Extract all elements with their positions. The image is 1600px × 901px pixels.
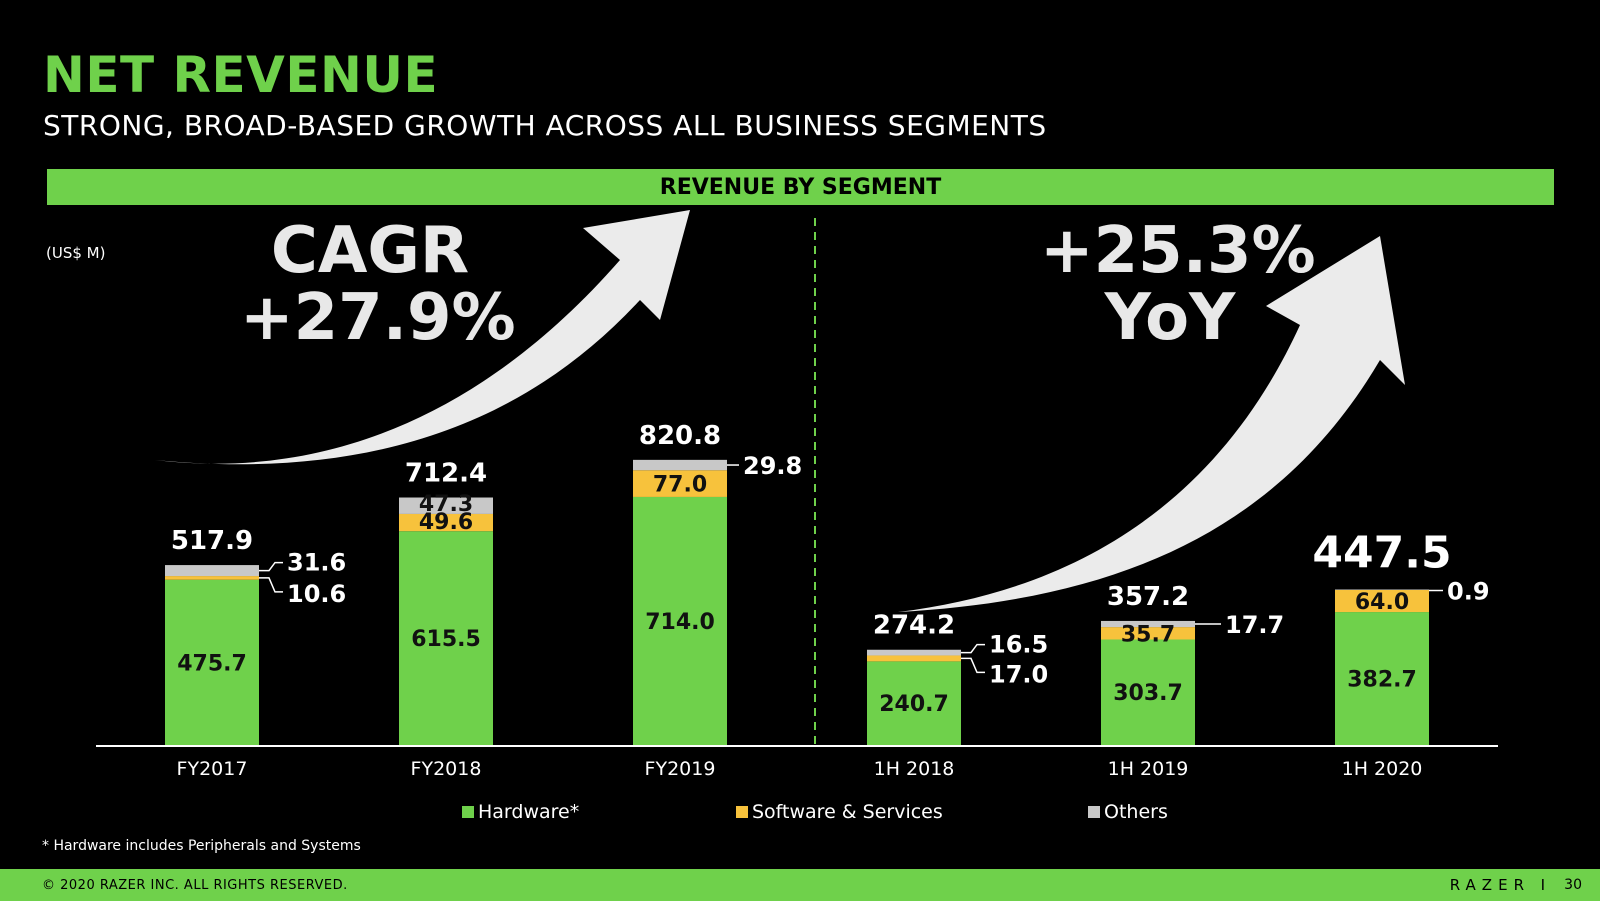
data-label-others: 47.3	[419, 492, 473, 517]
bar-software	[1335, 589, 1429, 613]
data-label-software: 10.6	[287, 580, 346, 608]
data-label-others: 29.8	[743, 452, 802, 480]
bar-hardware	[867, 661, 961, 745]
x-tick-label: 1H 2018	[874, 758, 955, 780]
x-tick-label: 1H 2020	[1342, 758, 1423, 780]
bar-software	[399, 513, 493, 532]
data-label-total: 447.5	[1312, 528, 1451, 579]
cagr-callout: CAGR +27.9%	[240, 214, 516, 356]
legend-swatch-others	[1088, 806, 1100, 818]
data-label-software: 17.0	[989, 660, 1048, 688]
bar-others	[867, 649, 961, 656]
yoy-callout: +25.3% YoY	[1040, 214, 1316, 356]
bar-hardware	[1101, 639, 1195, 745]
bar-others	[165, 565, 259, 577]
cagr-callout-line2: +27.9%	[240, 281, 516, 356]
data-label-others: 17.7	[1225, 611, 1284, 639]
data-label-total: 712.4	[405, 459, 487, 489]
growth-arrow-right	[898, 236, 1405, 612]
data-label-others: 16.5	[989, 631, 1048, 659]
legend-label-hardware: Hardware*	[478, 801, 580, 823]
data-label-hardware: 714.0	[645, 610, 715, 635]
cagr-callout-line1: CAGR	[270, 214, 470, 288]
data-label-software: 49.6	[419, 510, 473, 535]
x-tick-label: FY2019	[645, 758, 716, 780]
yoy-callout-line1: +25.3%	[1040, 214, 1316, 288]
leader-line-others	[259, 561, 283, 572]
data-label-software: 77.0	[653, 473, 707, 498]
leader-line-others	[961, 643, 985, 654]
data-label-hardware: 240.7	[879, 692, 949, 717]
bar-others	[1335, 589, 1429, 591]
data-label-total: 517.9	[171, 526, 253, 556]
bar-software	[165, 576, 259, 580]
data-label-hardware: 475.7	[177, 651, 247, 676]
bar-others	[1101, 620, 1195, 628]
yoy-callout-line2: YoY	[1104, 281, 1236, 356]
page-number: 30	[1564, 877, 1582, 893]
data-label-hardware: 615.5	[411, 627, 481, 652]
data-label-software: 35.7	[1121, 622, 1175, 647]
legend-item-hardware: Hardware*	[462, 801, 579, 823]
data-label-others: 31.6	[287, 549, 346, 577]
legend-item-software: Software & Services	[736, 801, 943, 823]
legend-item-others: Others	[1088, 801, 1168, 823]
bar-others	[399, 497, 493, 514]
bar-software	[1101, 627, 1195, 640]
copyright-text: © 2020 RAZER INC. ALL RIGHTS RESERVED.	[42, 878, 348, 893]
growth-arrow-left	[155, 210, 690, 465]
data-label-others: 0.9	[1447, 578, 1490, 606]
page-subtitle: STRONG, BROAD-BASED GROWTH ACROSS ALL BU…	[43, 109, 1047, 142]
footnote: * Hardware includes Peripherals and Syst…	[42, 838, 361, 854]
data-label-hardware: 303.7	[1113, 681, 1183, 706]
data-label-hardware: 382.7	[1347, 668, 1417, 693]
units-label: (US$ M)	[46, 244, 106, 262]
data-label-total: 357.2	[1107, 582, 1189, 612]
legend-swatch-hardware	[462, 806, 474, 818]
bar-others	[633, 459, 727, 471]
leader-line-software	[259, 577, 283, 593]
bar-hardware	[399, 531, 493, 745]
brand-logo: RAZER	[1449, 876, 1530, 894]
leader-line-software	[961, 657, 985, 674]
data-label-total: 274.2	[873, 611, 955, 641]
footer-separator: I	[1540, 876, 1545, 894]
x-tick-label: FY2017	[177, 758, 248, 780]
x-tick-label: FY2018	[411, 758, 482, 780]
data-label-software: 64.0	[1355, 590, 1409, 615]
bar-hardware	[165, 579, 259, 745]
footer-bar: © 2020 RAZER INC. ALL RIGHTS RESERVED. R…	[0, 869, 1600, 901]
legend-label-others: Others	[1104, 801, 1168, 823]
bar-software	[867, 655, 961, 662]
page-title: NET REVENUE	[43, 46, 439, 104]
bar-hardware	[633, 496, 727, 745]
legend-swatch-software	[736, 806, 748, 818]
segment-banner-label: REVENUE BY SEGMENT	[659, 174, 942, 200]
legend-label-software: Software & Services	[752, 801, 943, 823]
segment-banner: REVENUE BY SEGMENT	[47, 169, 1554, 205]
bar-software	[633, 470, 727, 497]
bars-layer: 475.7 517.9 FY2017 31.6 10.6 615.5 712.4 FY2018…	[165, 421, 1490, 780]
data-label-total: 820.8	[639, 421, 721, 451]
x-tick-label: 1H 2019	[1108, 758, 1189, 780]
bar-hardware	[1335, 612, 1429, 745]
